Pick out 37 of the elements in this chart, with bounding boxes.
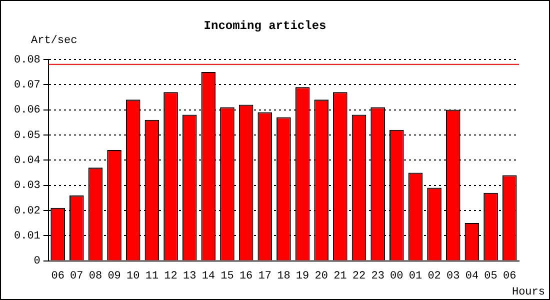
x-tick-label: 15 bbox=[220, 270, 234, 282]
x-tick-label: 07 bbox=[70, 270, 84, 282]
x-tick-label: 05 bbox=[484, 270, 498, 282]
y-tick-label: 0.08 bbox=[14, 54, 40, 66]
y-tick-label: 0.07 bbox=[14, 79, 40, 92]
x-tick-label: 02 bbox=[428, 270, 441, 282]
x-tick-label: 20 bbox=[314, 270, 328, 282]
x-tick-label: 18 bbox=[277, 270, 290, 282]
x-axis-title: Hours bbox=[512, 286, 545, 298]
x-tick-label: 10 bbox=[126, 270, 140, 282]
y-tick-label: 0.06 bbox=[14, 104, 40, 117]
chart-title: Incoming articles bbox=[204, 19, 326, 34]
x-tick-label: 06 bbox=[502, 270, 516, 282]
y-tick-label: 0.05 bbox=[14, 130, 40, 142]
x-tick-label: 08 bbox=[88, 270, 102, 282]
x-tick-label: 04 bbox=[465, 270, 479, 282]
x-tick-label: 13 bbox=[182, 270, 196, 282]
x-tick-label: 16 bbox=[239, 270, 253, 282]
y-tick-label: 0 bbox=[34, 256, 40, 268]
x-tick-label: 01 bbox=[408, 270, 422, 282]
x-tick-label: 17 bbox=[258, 270, 272, 282]
x-tick-label: 14 bbox=[202, 270, 216, 282]
x-tick-label: 06 bbox=[51, 270, 64, 282]
x-tick-label: 11 bbox=[145, 270, 159, 282]
x-tick-label: 00 bbox=[390, 270, 404, 282]
x-tick-label: 19 bbox=[296, 270, 310, 282]
x-tick-label: 23 bbox=[371, 270, 384, 282]
y-tick-label: 0.03 bbox=[14, 180, 40, 192]
x-tick-label: 12 bbox=[164, 270, 178, 282]
y-tick-label: 0.04 bbox=[14, 155, 41, 168]
x-tick-label: 21 bbox=[334, 270, 348, 282]
x-tick-label: 09 bbox=[108, 270, 121, 282]
x-tick-label: 22 bbox=[352, 270, 366, 282]
y-tick-label: 0.01 bbox=[14, 230, 41, 243]
y-axis-title: Art/sec bbox=[31, 34, 78, 47]
y-tick-label: 0.02 bbox=[14, 205, 40, 218]
x-tick-label: 03 bbox=[446, 270, 460, 282]
